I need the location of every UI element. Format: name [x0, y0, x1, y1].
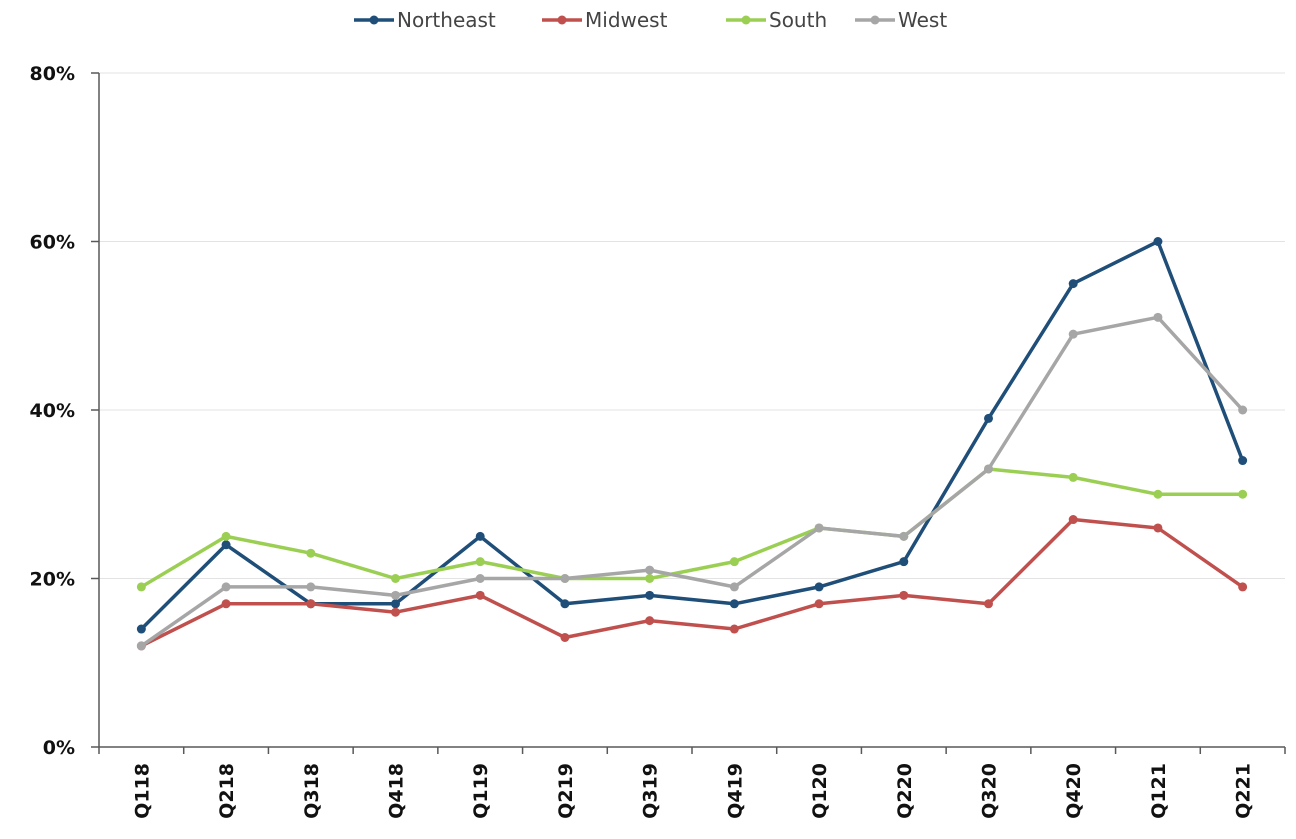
data-point	[899, 531, 909, 541]
data-point	[1068, 279, 1078, 289]
data-point	[221, 599, 231, 609]
data-point	[560, 599, 570, 609]
data-point	[729, 599, 739, 609]
data-point	[1238, 456, 1248, 466]
y-tick-label: 0%	[43, 737, 75, 759]
x-tick-label: Q419	[724, 763, 746, 819]
data-point	[221, 531, 231, 541]
legend-marker	[557, 15, 567, 25]
series-group	[136, 237, 1248, 651]
data-point	[729, 624, 739, 634]
data-point	[1068, 515, 1078, 525]
data-point	[1238, 582, 1248, 592]
data-point	[1068, 329, 1078, 339]
x-tick-label: Q420	[1063, 763, 1085, 819]
data-point	[560, 632, 570, 642]
x-tick-label: Q119	[470, 763, 492, 819]
legend-item: Northeast	[354, 8, 496, 32]
x-tick-label: Q320	[979, 763, 1001, 819]
data-point	[1238, 405, 1248, 415]
x-tick-label: Q318	[301, 763, 323, 819]
series-south	[136, 464, 1248, 592]
data-point	[221, 582, 231, 592]
data-point	[814, 582, 824, 592]
axes	[91, 72, 1286, 754]
data-point	[391, 590, 400, 600]
series-northeast	[136, 237, 1248, 634]
legend-item: South	[726, 8, 827, 32]
data-point	[136, 641, 146, 651]
data-point	[899, 557, 909, 567]
data-point	[475, 590, 485, 600]
data-point	[1068, 472, 1078, 482]
x-tick-label: Q319	[640, 763, 662, 819]
legend-marker	[870, 15, 880, 25]
series-line	[139, 517, 1245, 648]
data-point	[560, 574, 570, 583]
data-point	[645, 565, 655, 575]
legend-marker	[741, 15, 751, 25]
data-point	[814, 599, 824, 609]
data-point	[984, 599, 993, 609]
legend-label: South	[769, 8, 827, 32]
data-point	[984, 413, 993, 423]
series-midwest	[136, 515, 1248, 651]
data-point	[645, 590, 655, 600]
data-point	[1153, 489, 1163, 499]
data-point	[1238, 489, 1248, 499]
y-tick-label: 20%	[30, 569, 75, 591]
data-point	[306, 548, 316, 558]
x-tick-label: Q219	[555, 763, 577, 819]
y-tick-label: 40%	[30, 400, 75, 422]
legend-marker	[369, 15, 379, 25]
x-tick-label: Q121	[1148, 763, 1170, 819]
data-point	[1153, 312, 1163, 322]
x-tick-label: Q118	[131, 763, 153, 819]
legend: Northeast Midwest South West	[354, 8, 947, 32]
data-point	[1153, 237, 1163, 246]
y-tick-label: 60%	[30, 232, 75, 254]
legend-label: Northeast	[397, 8, 496, 32]
data-point	[475, 574, 485, 583]
x-tick-label: Q220	[894, 763, 916, 819]
x-tick-label: Q120	[809, 763, 831, 819]
legend-item: Midwest	[542, 8, 668, 32]
data-point	[899, 590, 909, 600]
x-tick-label: Q218	[216, 763, 238, 819]
data-point	[645, 574, 655, 583]
data-point	[475, 531, 485, 541]
legend-item: West	[855, 8, 947, 32]
data-point	[306, 599, 316, 609]
y-tick-label: 80%	[30, 63, 75, 85]
x-tick-labels: Q118 Q218 Q318 Q418 Q119 Q219 Q319 Q419 Q120 Q220…	[131, 763, 1254, 819]
data-point	[814, 523, 824, 533]
data-point	[729, 582, 739, 592]
legend-label: Midwest	[585, 8, 668, 32]
series-west	[136, 312, 1248, 651]
series-line	[139, 467, 1245, 589]
data-point	[729, 557, 739, 567]
data-point	[306, 582, 316, 592]
data-point	[1153, 523, 1163, 533]
data-point	[475, 557, 485, 567]
x-tick-label: Q221	[1233, 763, 1255, 819]
data-point	[391, 599, 400, 609]
data-point	[984, 464, 993, 474]
data-point	[645, 616, 655, 626]
data-point	[391, 574, 400, 583]
series-line	[139, 315, 1245, 648]
data-point	[136, 582, 146, 592]
data-point	[221, 540, 231, 550]
legend-label: West	[898, 8, 947, 32]
y-tick-labels: 0% 20% 40% 60% 80%	[30, 63, 75, 759]
data-point	[391, 607, 400, 617]
data-point	[136, 624, 146, 634]
x-tick-label: Q418	[386, 763, 408, 819]
